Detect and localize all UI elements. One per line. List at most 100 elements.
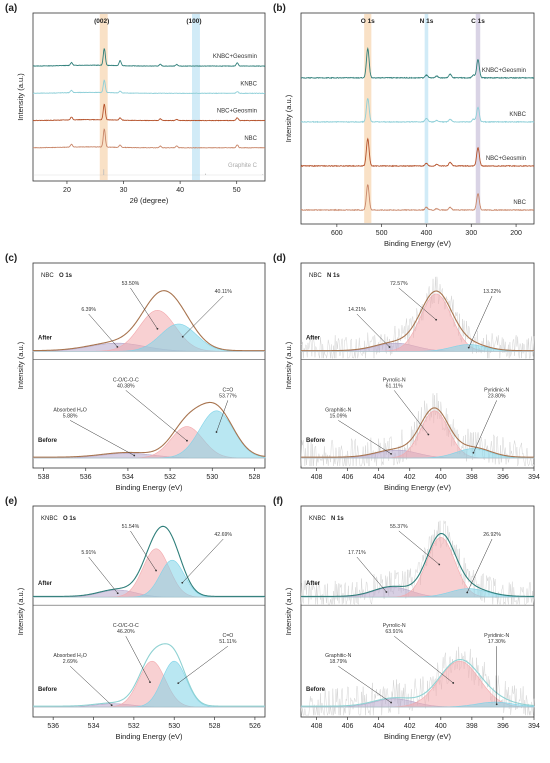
peak-annotation: C-O/C-O-C 46.20%: [113, 623, 139, 635]
x-tick-label: 402: [404, 474, 416, 481]
panel-label: (c): [5, 253, 17, 264]
sample-label: NBC: [309, 273, 322, 279]
annotation-arrowhead: [472, 451, 475, 454]
peak-annotation-line: Pyrrolic-N: [383, 377, 406, 383]
peak-annotation-line: Graphitic-N: [325, 407, 351, 413]
annotation-arrow: [125, 390, 188, 441]
annotation-arrowhead: [110, 704, 113, 707]
y-axis-label: Intensity (a.u.): [16, 587, 25, 635]
plot-frame: [300, 12, 535, 225]
annotation-arrowhead: [390, 452, 392, 455]
annotation-arrow: [182, 538, 224, 583]
annotation-arrowhead: [435, 318, 438, 321]
peak-annotation-line: 40.38%: [117, 383, 135, 389]
series-label: Graphite C: [228, 163, 258, 169]
y-axis-label: Intensity (a.u.): [16, 341, 25, 389]
peak-annotation-line: C-O/C-O-C: [113, 623, 139, 629]
peak-annotation-line: Pyridinic-N: [484, 633, 509, 639]
peak-annotation: 6.39%: [81, 307, 96, 313]
peak-annotation-line: Pyridinic-N: [484, 387, 509, 393]
annotation-arrowhead: [177, 682, 180, 685]
panel-label: (b): [273, 3, 286, 14]
annotation-arrow: [338, 665, 392, 703]
panel-label: (e): [5, 496, 17, 507]
band-label: C 1s: [471, 18, 485, 25]
x-tick-label: 394: [528, 723, 540, 730]
x-tick-label: 406: [342, 723, 354, 730]
x-tick-label: 600: [331, 230, 343, 237]
annotation-arrow: [338, 420, 392, 455]
peak-annotation: Pyrrolic-N 63.91%: [383, 623, 406, 635]
annotation-arrowhead: [116, 592, 119, 595]
annotation-arrowhead: [215, 431, 218, 433]
series-line: [300, 137, 535, 168]
after-label: After: [306, 335, 321, 341]
peak-annotation: 26.92%: [483, 532, 501, 538]
element-label: N 1s: [327, 273, 340, 279]
peak-annotation-line: 18.79%: [329, 659, 347, 665]
highlight-band: [364, 14, 372, 223]
band-label: (100): [186, 18, 201, 25]
peak-annotation-line: 5.88%: [63, 413, 78, 419]
annotation-arrowhead: [427, 433, 430, 436]
peak-annotation: 14.21%: [348, 307, 366, 313]
peak-annotation-line: 61.11%: [386, 383, 404, 389]
peak-annotation-line: Absorbed H₂O: [53, 407, 86, 413]
annotation-arrow: [130, 287, 158, 329]
x-axis-label: Binding Energy (eV): [384, 239, 452, 248]
annotation-arrow: [398, 287, 437, 320]
highlight-band: [475, 14, 481, 223]
x-tick-label: 534: [122, 474, 134, 481]
x-tick-label: 40: [176, 187, 184, 194]
x-tick-label: 404: [373, 723, 385, 730]
annotation-arrowhead: [181, 335, 184, 338]
annotation-arrow: [394, 390, 429, 435]
annotation-arrowhead: [186, 439, 188, 442]
peak-annotation-line: 46.20%: [117, 629, 135, 635]
fitted-component: [33, 548, 265, 598]
series-line: [300, 184, 535, 212]
before-label: Before: [38, 687, 58, 693]
peak-annotation-line: 40.11%: [215, 289, 233, 295]
band-label: (002): [94, 18, 109, 25]
peak-annotation-line: 6.39%: [81, 307, 96, 313]
peak-annotation: Pyrrolic-N 61.11%: [383, 377, 406, 389]
x-tick-label: 534: [88, 723, 100, 730]
sample-label: KNBC: [41, 516, 58, 522]
envelope-fit: [301, 290, 534, 352]
envelope-fit: [33, 290, 265, 352]
x-tick-label: 300: [465, 230, 477, 237]
annotation-arrow: [398, 530, 440, 565]
x-axis-label: Binding Energy (eV): [115, 483, 183, 492]
annotation-arrow: [473, 400, 497, 453]
x-axis-label: Binding Energy (eV): [115, 732, 183, 741]
panel-5: 408 406 404 402 400 398 396 394 Binding Energy (…: [273, 496, 540, 741]
x-tick-label: 530: [168, 723, 180, 730]
plot-frame: [32, 505, 266, 718]
envelope-fit: [301, 407, 535, 458]
envelope-fit: [33, 525, 265, 598]
x-tick-label: 396: [497, 474, 509, 481]
plot-frame: [32, 262, 266, 469]
annotation-arrow: [356, 313, 390, 348]
annotation-arrow: [466, 538, 493, 593]
raw-spectrum: [300, 276, 535, 359]
y-axis-label: Intensity (a.u.): [284, 341, 293, 389]
element-label: O 1s: [59, 273, 73, 279]
x-tick-label: 20: [63, 187, 71, 194]
x-tick-label: 396: [497, 723, 509, 730]
peak-annotation: 55.37%: [390, 524, 408, 530]
series-line: [300, 46, 535, 80]
x-tick-label: 536: [80, 474, 92, 481]
x-tick-label: 398: [466, 474, 478, 481]
x-tick-label: 402: [404, 723, 416, 730]
x-axis-label: Binding Energy (eV): [384, 732, 452, 741]
before-label: Before: [306, 438, 326, 444]
before-label: Before: [38, 438, 58, 444]
peak-annotation: 13.22%: [483, 289, 501, 295]
x-tick-label: 394: [528, 474, 540, 481]
x-tick-label: 530: [206, 474, 218, 481]
peak-annotation-line: 51.54%: [122, 524, 140, 530]
x-tick-label: 400: [435, 474, 447, 481]
x-tick-label: 500: [376, 230, 388, 237]
